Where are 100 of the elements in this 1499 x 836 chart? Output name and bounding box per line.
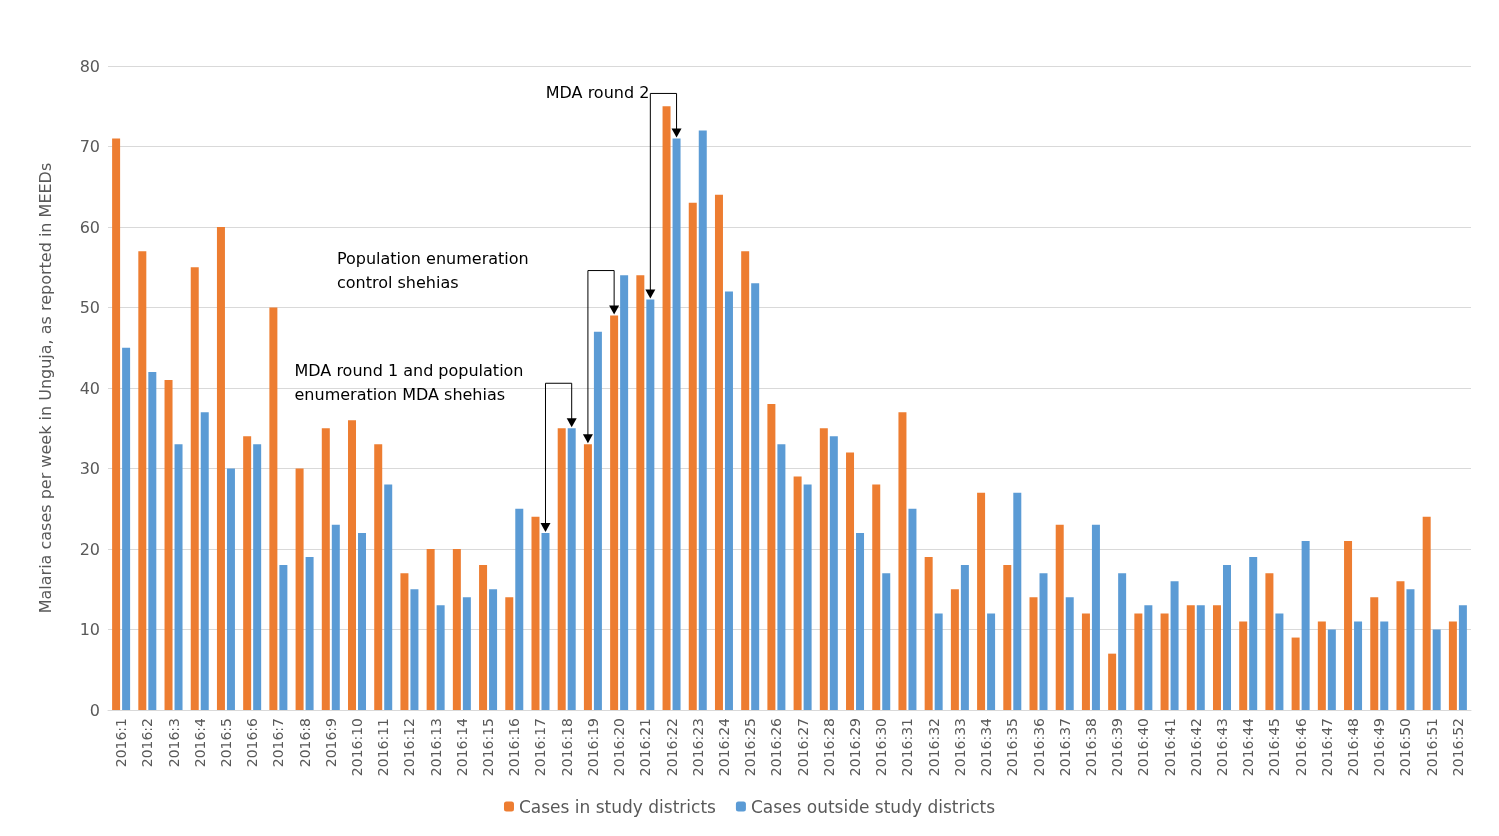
bar [1344, 540, 1353, 710]
bar [803, 484, 812, 710]
bar [1003, 565, 1012, 710]
bar [636, 275, 645, 710]
bar [243, 436, 252, 710]
x-tick-label: 2016:39 [1109, 718, 1126, 777]
y-tick-label: 20 [79, 539, 100, 559]
bar [714, 194, 723, 710]
legend-label: Cases outside study districts [750, 796, 996, 817]
x-tick-label: 2016:2 [139, 718, 156, 768]
x-tick-label: 2016:35 [1004, 718, 1021, 777]
bar [908, 508, 917, 710]
x-tick-label: 2016:17 [532, 718, 549, 777]
bar [374, 444, 383, 710]
x-tick-label: 2016:41 [1161, 718, 1178, 777]
x-tick-label: 2016:16 [506, 717, 523, 777]
bar [557, 428, 566, 710]
bar [1458, 605, 1467, 710]
bar [253, 444, 262, 710]
bar [1265, 573, 1274, 710]
bar [977, 492, 986, 710]
bar [1160, 613, 1169, 710]
bar [515, 508, 524, 710]
x-tick-label: 2016:28 [820, 718, 837, 777]
bar [190, 267, 199, 710]
bar [489, 589, 498, 710]
x-tick-label: 2016:23 [689, 718, 706, 777]
bar [1432, 629, 1441, 710]
bar [934, 613, 943, 710]
bar [1301, 540, 1310, 710]
x-tick-label: 2016:51 [1423, 718, 1440, 777]
x-tick-label: 2016:32 [925, 718, 942, 777]
bar [1013, 492, 1022, 710]
bar [358, 532, 367, 710]
bar [436, 605, 445, 710]
x-tick-label: 2016:27 [794, 718, 811, 777]
bar [216, 227, 225, 710]
bar [829, 436, 838, 710]
bar [1406, 589, 1415, 710]
bar [898, 412, 907, 710]
y-tick-label: 10 [79, 620, 100, 639]
bar [122, 347, 131, 710]
annotation: MDA round 2 [545, 82, 650, 105]
x-tick-label: 2016:9 [322, 718, 339, 768]
x-tick-label: 2016:43 [1213, 718, 1230, 777]
bar [1091, 524, 1100, 710]
bar [331, 524, 340, 710]
legend-label: Cases in study districts [518, 796, 717, 817]
x-tick-label: 2016:47 [1318, 718, 1335, 777]
bar [148, 371, 157, 710]
bar [1370, 597, 1379, 710]
bar [1291, 637, 1300, 710]
bar [620, 275, 629, 710]
bar [846, 452, 855, 710]
bar [305, 557, 314, 710]
bar [1144, 605, 1153, 710]
bar [1396, 581, 1405, 710]
bar [777, 444, 786, 710]
x-tick-label: 2016:37 [1056, 718, 1073, 777]
annotation: Population enumeration control shehias [336, 247, 530, 294]
y-tick-label: 0 [89, 700, 100, 720]
x-tick-label: 2016:4 [191, 717, 208, 768]
bar [688, 202, 697, 710]
y-tick-label: 30 [79, 459, 100, 478]
bar [767, 404, 776, 710]
annotation: MDA round 1 and population enumeration MDA shehias [294, 360, 525, 407]
bar [662, 106, 671, 710]
x-tick-label: 2016:49 [1371, 718, 1388, 777]
x-tick-label: 2016:12 [401, 718, 418, 777]
x-tick-label: 2016:29 [847, 718, 864, 777]
bar [112, 138, 121, 710]
bar [1196, 605, 1205, 710]
x-tick-label: 2016:11 [375, 718, 392, 777]
y-tick-label: 60 [79, 217, 100, 237]
bar [1212, 605, 1221, 710]
bar [1134, 613, 1143, 710]
bar [1354, 621, 1363, 710]
bar [856, 532, 865, 710]
x-tick-label: 2016:44 [1240, 717, 1257, 777]
x-tick-label: 2016:40 [1135, 718, 1152, 777]
bar [1448, 621, 1457, 710]
bar [426, 549, 435, 710]
bar [960, 565, 969, 710]
bar [1239, 621, 1248, 710]
x-tick-label: 2016:20 [611, 718, 628, 777]
x-tick-label: 2016:19 [584, 718, 601, 777]
bar [200, 412, 209, 710]
bar [924, 557, 933, 710]
x-tick-label: 2016:46 [1292, 717, 1309, 777]
x-tick-label: 2016:5 [217, 718, 234, 768]
bar [819, 428, 828, 710]
bar [1081, 613, 1090, 710]
bar [400, 573, 409, 710]
x-tick-label: 2016:21 [637, 718, 654, 777]
bar [410, 589, 419, 710]
y-tick-label: 80 [79, 56, 100, 76]
x-tick-label: 2016:3 [165, 718, 182, 768]
bar [1380, 621, 1389, 710]
x-tick-label: 2016:6 [244, 717, 261, 768]
y-tick-label: 70 [79, 137, 100, 156]
